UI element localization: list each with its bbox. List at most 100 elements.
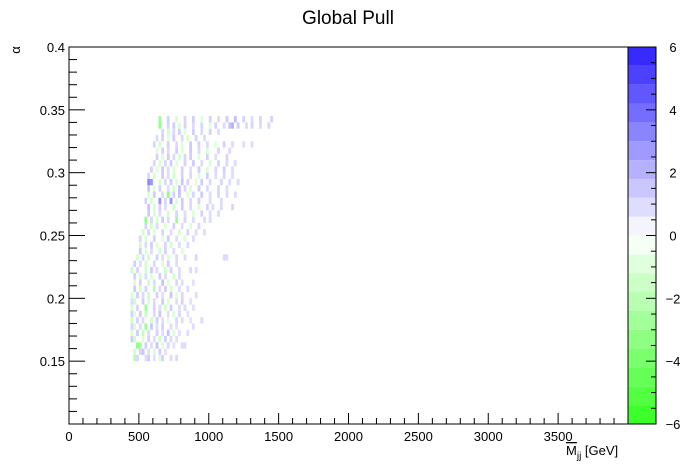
heatmap-cell — [200, 128, 204, 135]
heatmap-cell — [147, 254, 151, 261]
heatmap-cell — [208, 210, 212, 217]
x-tick-label: 3000 — [474, 429, 503, 444]
heatmap-cell — [152, 336, 156, 343]
heatmap-cell — [197, 172, 201, 179]
z-tick-label: −4 — [666, 354, 681, 369]
heatmap-cell — [183, 216, 187, 223]
heatmap-cell — [155, 254, 159, 261]
y-tick-label: 0.4 — [47, 40, 65, 55]
heatmap-cell — [161, 323, 165, 330]
heatmap-cell — [178, 122, 181, 129]
heatmap-cell — [133, 273, 137, 280]
heatmap-cell — [158, 185, 162, 192]
heatmap-cell — [144, 310, 148, 318]
heatmap-cell — [144, 266, 148, 274]
y-tick-label: 0.25 — [40, 229, 65, 244]
heatmap-cell — [166, 329, 170, 337]
palette-band — [628, 254, 656, 274]
heatmap-cell — [169, 336, 173, 343]
heatmap-cell — [189, 317, 192, 324]
z-tick-label: −2 — [666, 291, 681, 306]
heatmap-cell — [152, 141, 156, 148]
heatmap-cell — [164, 266, 167, 274]
heatmap-cell — [200, 191, 204, 198]
heatmap-cell — [166, 235, 170, 242]
heatmap-cell — [150, 178, 153, 186]
heatmap-cell — [208, 191, 212, 198]
heatmap-cell — [164, 222, 167, 230]
heatmap-cell — [197, 141, 201, 148]
heatmap-cell — [217, 191, 220, 198]
heatmap-cell — [172, 329, 176, 337]
heatmap-cell — [133, 260, 137, 267]
heatmap-cell — [158, 141, 162, 148]
heatmap-cell — [166, 260, 170, 267]
heatmap-cell — [222, 141, 226, 148]
heatmap-cell — [141, 317, 145, 324]
heatmap-cell — [130, 266, 134, 274]
heatmap-cell — [172, 273, 176, 280]
heatmap-cell — [219, 178, 223, 186]
heatmap-cell — [172, 134, 176, 142]
heatmap-cell — [133, 348, 137, 355]
heatmap-cell — [222, 122, 226, 129]
heatmap-cell — [169, 178, 173, 186]
z-tick-label: −6 — [666, 417, 681, 432]
heatmap-cell — [191, 323, 195, 330]
heatmap-cell — [183, 235, 187, 242]
heatmap-cell — [214, 141, 218, 148]
heatmap-cell — [208, 116, 212, 123]
heatmap-cell — [150, 323, 153, 330]
heatmap-cell — [161, 134, 165, 142]
heatmap-cell — [197, 153, 201, 161]
z-tick-label: 6 — [669, 40, 676, 55]
heatmap-cell — [180, 141, 184, 148]
heatmap-cell — [133, 279, 137, 286]
heatmap-cell — [183, 304, 187, 311]
heatmap-cell — [150, 241, 153, 249]
heatmap-cell — [141, 329, 145, 337]
heatmap-cell — [183, 185, 187, 192]
heatmap-cell — [197, 166, 201, 173]
heatmap-cell — [155, 222, 159, 230]
y-tick-label: 0.15 — [40, 354, 65, 369]
palette-band — [628, 292, 656, 311]
heatmap-cell — [217, 116, 220, 123]
heatmap-cell — [155, 323, 159, 330]
heatmap-cell — [200, 116, 204, 123]
heatmap-cell — [144, 285, 148, 293]
heatmap-cell — [147, 172, 151, 179]
heatmap-cell — [152, 285, 156, 293]
heatmap-cell — [191, 210, 195, 217]
heatmap-cell — [166, 172, 170, 179]
heatmap-cell — [189, 153, 192, 161]
heatmap-cell — [158, 304, 162, 311]
heatmap-cell — [150, 342, 153, 349]
heatmap-cell — [172, 248, 176, 255]
heatmap-cell — [150, 197, 153, 205]
heatmap-cell — [175, 292, 179, 299]
heatmap-cell — [225, 116, 229, 123]
heatmap-cell — [225, 185, 229, 192]
heatmap-cell — [172, 172, 176, 179]
x-tick-label: 2000 — [334, 429, 363, 444]
heatmap-cell — [197, 147, 201, 154]
heatmap-cell — [133, 336, 137, 343]
heatmap-cell — [203, 134, 206, 142]
heatmap-cell — [138, 348, 142, 355]
heatmap-cell — [130, 323, 134, 330]
heatmap-cell — [158, 336, 162, 343]
heatmap-cell — [217, 185, 220, 192]
heatmap-cell — [172, 204, 176, 211]
heatmap-cell — [158, 354, 162, 362]
heatmap-cell — [197, 204, 201, 211]
heatmap-cell — [208, 178, 212, 186]
color-palette — [627, 46, 657, 425]
heatmap-cell — [205, 153, 209, 161]
heatmap-cell — [161, 147, 165, 154]
heatmap-cell — [138, 248, 142, 255]
heatmap-cell — [191, 235, 195, 242]
x-tick-label: 1500 — [264, 429, 293, 444]
heatmap-cell — [231, 122, 234, 129]
x-axis-label-main: M — [566, 443, 577, 458]
